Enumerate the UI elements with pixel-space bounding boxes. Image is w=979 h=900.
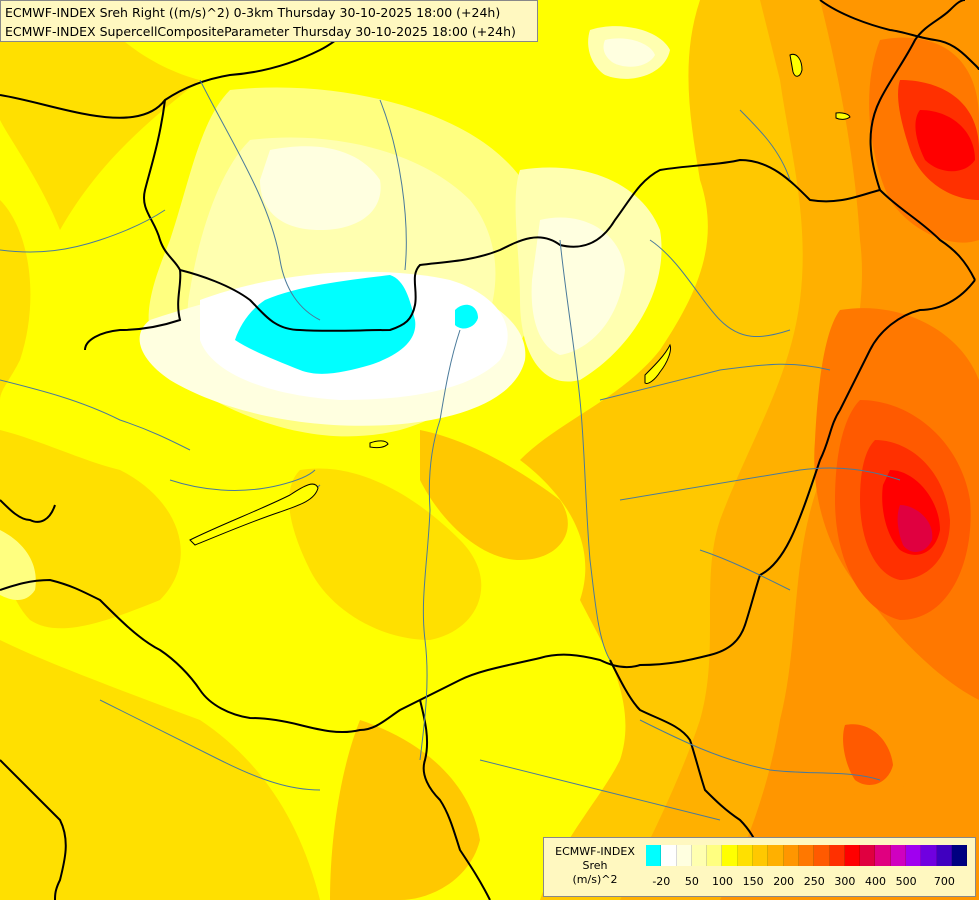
legend-tick-label: 50 — [684, 875, 699, 888]
map-title-line-1: ECMWF-INDEX Sreh Right ((m/s)^2) 0-3km T… — [5, 5, 501, 20]
lakes — [189, 53, 851, 546]
map-title-line-2: ECMWF-INDEX SupercellCompositeParameter … — [5, 24, 516, 39]
legend-swatch — [814, 845, 830, 866]
legend-swatch — [906, 845, 922, 866]
legend-label-source: ECMWF-INDEX — [555, 845, 635, 858]
legend-tick-label: 250 — [803, 875, 825, 888]
legend-label: ECMWF-INDEX Sreh (m/s)^2 — [546, 845, 644, 887]
legend-swatch — [798, 845, 815, 866]
legend-tick-label: 150 — [742, 875, 764, 888]
legend-tick-label: 500 — [895, 875, 917, 888]
legend-swatch — [661, 845, 677, 866]
legend-tick-label: 200 — [773, 875, 795, 888]
legend-swatch — [829, 845, 845, 866]
legend-swatch — [676, 845, 692, 866]
legend-swatch — [753, 845, 769, 866]
srh-field-cyan — [235, 275, 478, 374]
legend-swatch — [646, 845, 662, 866]
legend-swatch — [844, 845, 861, 866]
legend-label-variable: Sreh — [582, 859, 608, 872]
legend-swatch — [875, 845, 891, 866]
legend-tick-label: -20 — [652, 875, 671, 888]
legend-tick-label: 100 — [712, 875, 733, 888]
legend-swatch — [722, 845, 738, 866]
legend-tick-label: 400 — [865, 875, 886, 888]
legend-label-unit: (m/s)^2 — [572, 873, 618, 886]
legend-swatch — [860, 845, 876, 866]
legend-swatch — [707, 845, 723, 866]
legend-swatch — [768, 845, 784, 866]
legend-tick-label: 700 — [933, 875, 955, 888]
legend-swatch — [936, 845, 952, 866]
legend-swatches — [646, 845, 968, 866]
legend-swatch — [951, 845, 968, 866]
legend-swatch — [737, 845, 754, 866]
legend-swatch — [890, 845, 907, 866]
legend-swatch — [921, 845, 937, 866]
legend-swatch — [691, 845, 708, 866]
legend-ticks: -20 50 100 150 200 250 300 400 500 700 — [646, 875, 971, 889]
map-title-box: ECMWF-INDEX Sreh Right ((m/s)^2) 0-3km T… — [0, 0, 538, 42]
legend-tick-label: 300 — [834, 875, 856, 888]
color-legend: ECMWF-INDEX Sreh (m/s)^2 -20 50 100 150 200 2… — [543, 837, 976, 897]
legend-swatch — [783, 845, 799, 866]
